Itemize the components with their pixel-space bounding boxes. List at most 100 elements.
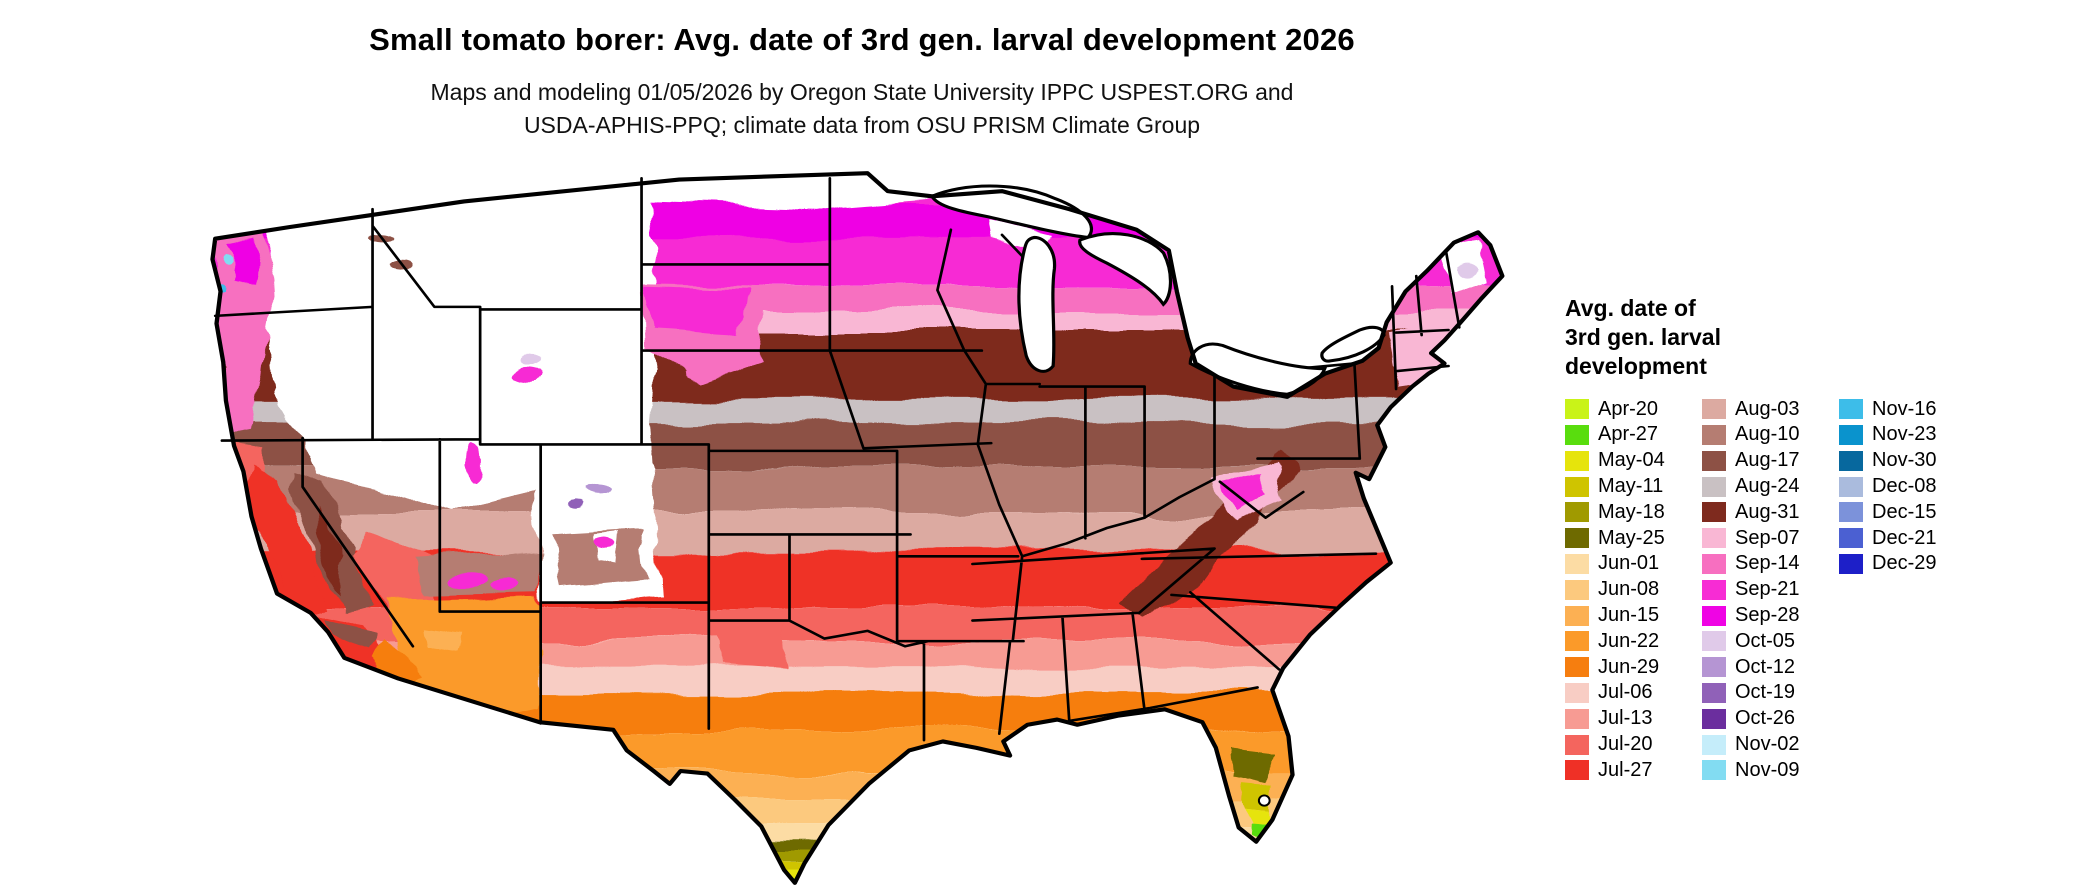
legend-label: Apr-27 xyxy=(1598,423,1659,446)
legend-columns: Apr-20 Apr-27 May-04 May-11 May-18 May-25 Jun-… xyxy=(1565,396,2035,783)
legend-label: May-25 xyxy=(1598,526,1665,549)
legend-label: Oct-05 xyxy=(1735,629,1796,652)
legend-swatch xyxy=(1565,476,1589,497)
legend-label: Aug-03 xyxy=(1735,397,1800,420)
legend-label: May-18 xyxy=(1598,500,1665,523)
legend-swatch xyxy=(1702,734,1726,755)
legend-swatch xyxy=(1839,553,1863,574)
legend-swatch xyxy=(1565,605,1589,626)
region-patch xyxy=(356,530,440,618)
legend-label: Sep-28 xyxy=(1735,604,1800,627)
color-band xyxy=(212,862,1503,870)
map-legend: Avg. date of 3rd gen. larval development… xyxy=(1565,294,2035,783)
region-patch xyxy=(426,625,467,654)
legend-label: Aug-17 xyxy=(1735,449,1800,472)
legend-swatch xyxy=(1565,502,1589,523)
color-band xyxy=(212,852,1503,863)
legend-item: May-25 xyxy=(1565,525,1702,551)
legend-label: Dec-08 xyxy=(1872,475,1937,498)
legend-swatch xyxy=(1702,657,1726,678)
lake-ontario xyxy=(1320,325,1386,363)
legend-title-line-3: development xyxy=(1565,352,1707,379)
legend-item: Oct-26 xyxy=(1702,706,1839,732)
legend-label: Jun-01 xyxy=(1598,552,1660,575)
legend-swatch xyxy=(1565,528,1589,549)
legend-item: Nov-16 xyxy=(1839,396,1936,422)
legend-column: Apr-20 Apr-27 May-04 May-11 May-18 May-25 Jun-… xyxy=(1565,396,1702,783)
legend-item: May-04 xyxy=(1565,448,1702,474)
legend-label: Aug-10 xyxy=(1735,423,1800,446)
legend-swatch xyxy=(1565,734,1589,755)
map-fill-layer xyxy=(212,173,1503,883)
legend-swatch xyxy=(1702,424,1726,445)
legend-swatch xyxy=(1565,553,1589,574)
legend-item: May-18 xyxy=(1565,499,1702,525)
legend-title-line-2: 3rd gen. larval xyxy=(1565,323,1721,350)
legend-item: Dec-29 xyxy=(1839,551,1936,577)
legend-swatch xyxy=(1702,631,1726,652)
us-map xyxy=(195,168,1540,888)
legend-item: Sep-07 xyxy=(1702,525,1839,551)
legend-item: Dec-15 xyxy=(1839,499,1936,525)
region-patch xyxy=(451,571,490,588)
legend-item: Nov-30 xyxy=(1839,448,1936,474)
legend-swatch xyxy=(1839,476,1863,497)
lake-michigan xyxy=(1017,235,1057,373)
region-patch xyxy=(1227,744,1271,783)
legend-item: Jul-20 xyxy=(1565,732,1702,758)
region-patch xyxy=(1222,474,1271,510)
legend-item: Oct-12 xyxy=(1702,654,1839,680)
region-patch xyxy=(1351,310,1368,324)
us-map-svg xyxy=(210,171,1505,885)
legend-item: Oct-05 xyxy=(1702,628,1839,654)
legend-label: Sep-21 xyxy=(1735,578,1800,601)
legend-item: Jul-06 xyxy=(1565,680,1702,706)
great-lakes xyxy=(929,184,1386,807)
legend-swatch xyxy=(1565,760,1589,781)
legend-swatch xyxy=(1702,528,1726,549)
legend-item: Apr-27 xyxy=(1565,422,1702,448)
legend-swatch xyxy=(1839,502,1863,523)
legend-label: Dec-15 xyxy=(1872,500,1937,523)
legend-swatch xyxy=(1839,450,1863,471)
region-patch xyxy=(644,286,747,333)
legend-label: Aug-24 xyxy=(1735,475,1800,498)
region-patch xyxy=(1456,263,1479,279)
legend-item: Jul-27 xyxy=(1565,757,1702,783)
region-patch xyxy=(229,234,257,289)
region-patch xyxy=(520,354,543,368)
legend-item: Jun-22 xyxy=(1565,628,1702,654)
legend-swatch xyxy=(1702,760,1726,781)
legend-item: Nov-09 xyxy=(1702,757,1839,783)
region-patch xyxy=(464,443,478,485)
legend-label: Oct-19 xyxy=(1735,681,1796,704)
color-band xyxy=(212,841,1503,852)
legend-swatch xyxy=(1702,399,1726,420)
color-band xyxy=(212,870,1503,878)
color-band xyxy=(212,826,1503,842)
state-border-lines xyxy=(213,177,1461,742)
legend-item: Jul-13 xyxy=(1565,706,1702,732)
color-band xyxy=(212,512,1503,552)
legend-swatch xyxy=(1839,424,1863,445)
legend-label: Jun-22 xyxy=(1598,629,1660,652)
region-patch xyxy=(246,466,325,618)
legend-label: Aug-31 xyxy=(1735,500,1800,523)
legend-item: Aug-10 xyxy=(1702,422,1839,448)
state-borders xyxy=(213,177,1461,742)
legend-item: Sep-14 xyxy=(1702,551,1839,577)
legend-item: Aug-17 xyxy=(1702,448,1839,474)
legend-label: Nov-23 xyxy=(1872,423,1937,446)
legend-item: Apr-20 xyxy=(1565,396,1702,422)
legend-swatch xyxy=(1565,682,1589,703)
legend-label: Sep-14 xyxy=(1735,552,1800,575)
us-outline-path xyxy=(210,171,1505,885)
legend-label: Jul-20 xyxy=(1598,733,1653,755)
attribution-line-1: Maps and modeling 01/05/2026 by Oregon S… xyxy=(430,79,1294,105)
legend-swatch xyxy=(1565,450,1589,471)
lake-erie xyxy=(1188,342,1328,396)
page-title: Small tomato borer: Avg. date of 3rd gen… xyxy=(369,22,1355,57)
legend-item: Aug-24 xyxy=(1702,474,1839,500)
legend-label: Sep-07 xyxy=(1735,526,1800,549)
color-band xyxy=(212,692,1503,732)
